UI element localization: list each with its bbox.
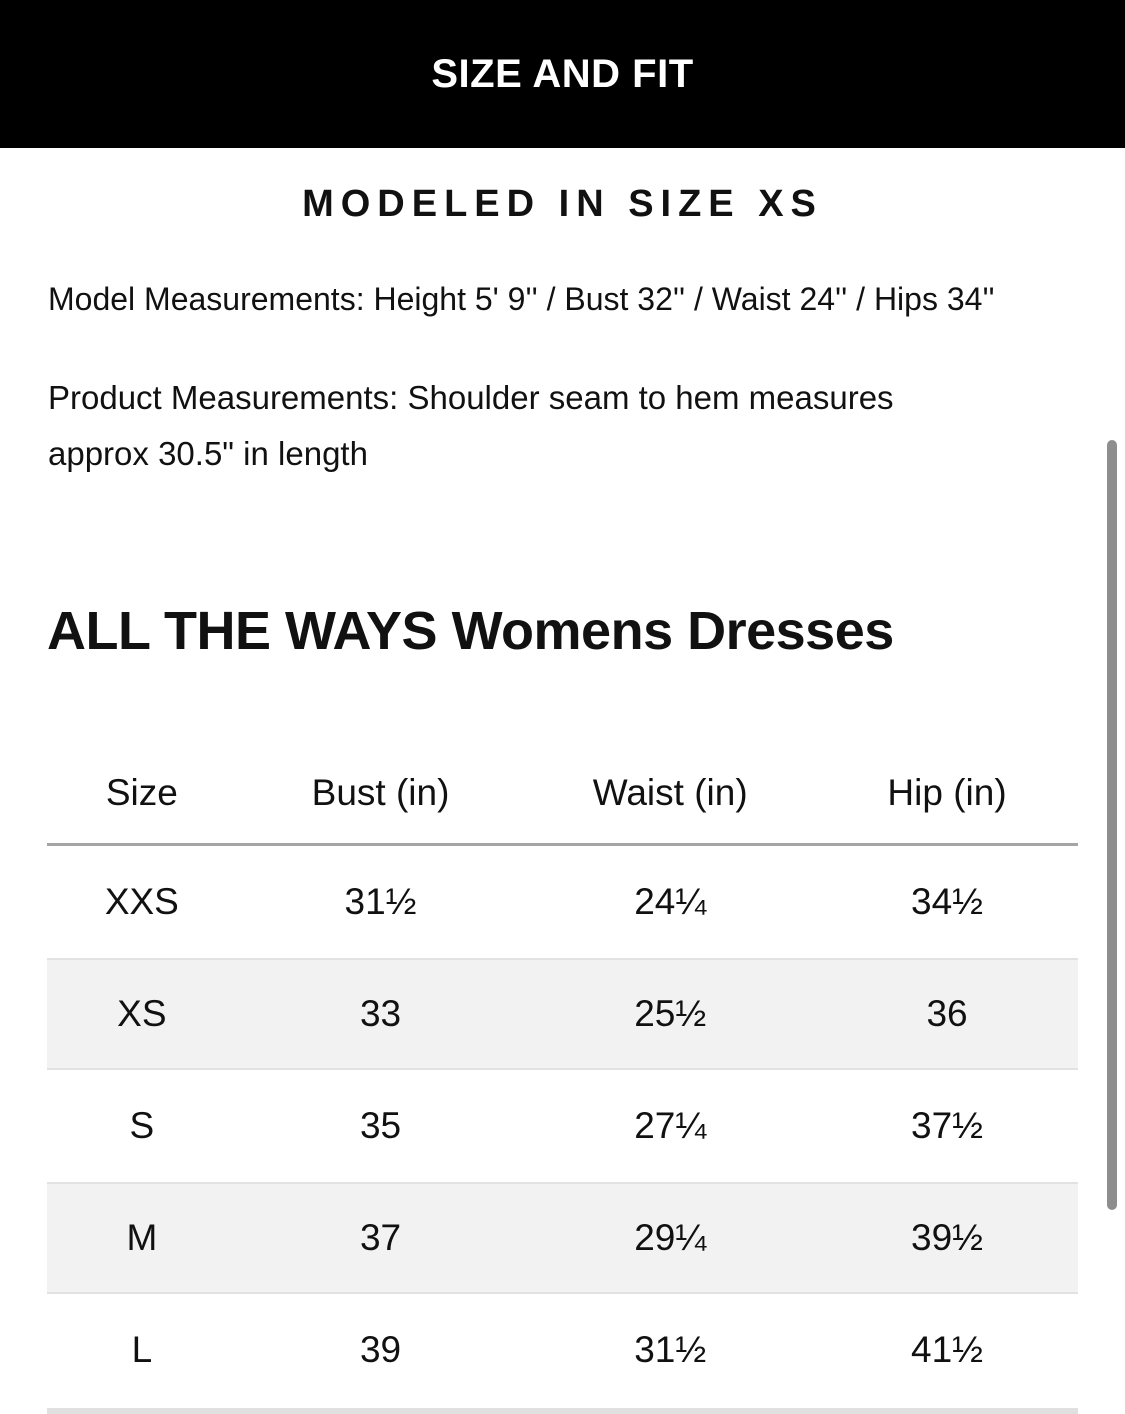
- table-header-row: Size Bust (in) Waist (in) Hip (in): [47, 758, 1078, 846]
- waist-cell: 24¼: [634, 881, 707, 922]
- size-cell: L: [131, 1329, 153, 1370]
- bust-cell: 39: [359, 1329, 402, 1370]
- hip-cell: 34½: [911, 881, 984, 922]
- bust-cell: 37: [359, 1217, 402, 1258]
- size-chart-title: ALL THE WAYS Womens Dresses: [47, 601, 894, 661]
- hip-cell: 41½: [911, 1329, 984, 1370]
- waist-cell: 25½: [634, 993, 707, 1034]
- hip-cell: 37½: [911, 1105, 984, 1146]
- page-title: SIZE AND FIT: [431, 51, 694, 96]
- hip-cell: 36: [926, 993, 968, 1034]
- waist-cell: 29¼: [634, 1217, 707, 1258]
- size-cell: XS: [117, 993, 167, 1034]
- table-row: M 37 29¼ 39½: [47, 1182, 1078, 1294]
- column-header-hip: Hip (in): [887, 772, 1007, 813]
- column-header-bust: Bust (in): [311, 772, 450, 813]
- column-header-size: Size: [105, 772, 178, 813]
- product-measurements-text: Product Measurements: Shoulder seam to h…: [48, 379, 894, 472]
- modeled-in-size-heading: MODELED IN SIZE XS: [302, 183, 823, 225]
- table-row: XS 33 25½ 36: [47, 958, 1078, 1070]
- next-row-edge: [47, 1408, 1078, 1414]
- size-cell: XXS: [104, 881, 179, 922]
- table-row: L 39 31½ 41½: [47, 1294, 1078, 1406]
- bust-cell: 31½: [344, 881, 417, 922]
- bust-cell: 33: [359, 993, 402, 1034]
- size-cell: M: [126, 1217, 158, 1258]
- table-row: XXS 31½ 24¼ 34½: [47, 846, 1078, 958]
- waist-cell: 31½: [634, 1329, 707, 1370]
- bust-cell: 35: [359, 1105, 402, 1146]
- size-and-fit-header: SIZE AND FIT: [0, 0, 1125, 148]
- hip-cell: 39½: [911, 1217, 984, 1258]
- model-measurements-text: Model Measurements: Height 5' 9'' / Bust…: [48, 281, 995, 317]
- table-row: S 35 27¼ 37½: [47, 1070, 1078, 1182]
- scrollbar-thumb[interactable]: [1107, 440, 1117, 1210]
- size-cell: S: [129, 1105, 155, 1146]
- size-chart-table: Size Bust (in) Waist (in) Hip (in) XXS 3…: [47, 758, 1078, 1406]
- column-header-waist: Waist (in): [592, 772, 748, 813]
- waist-cell: 27¼: [634, 1105, 707, 1146]
